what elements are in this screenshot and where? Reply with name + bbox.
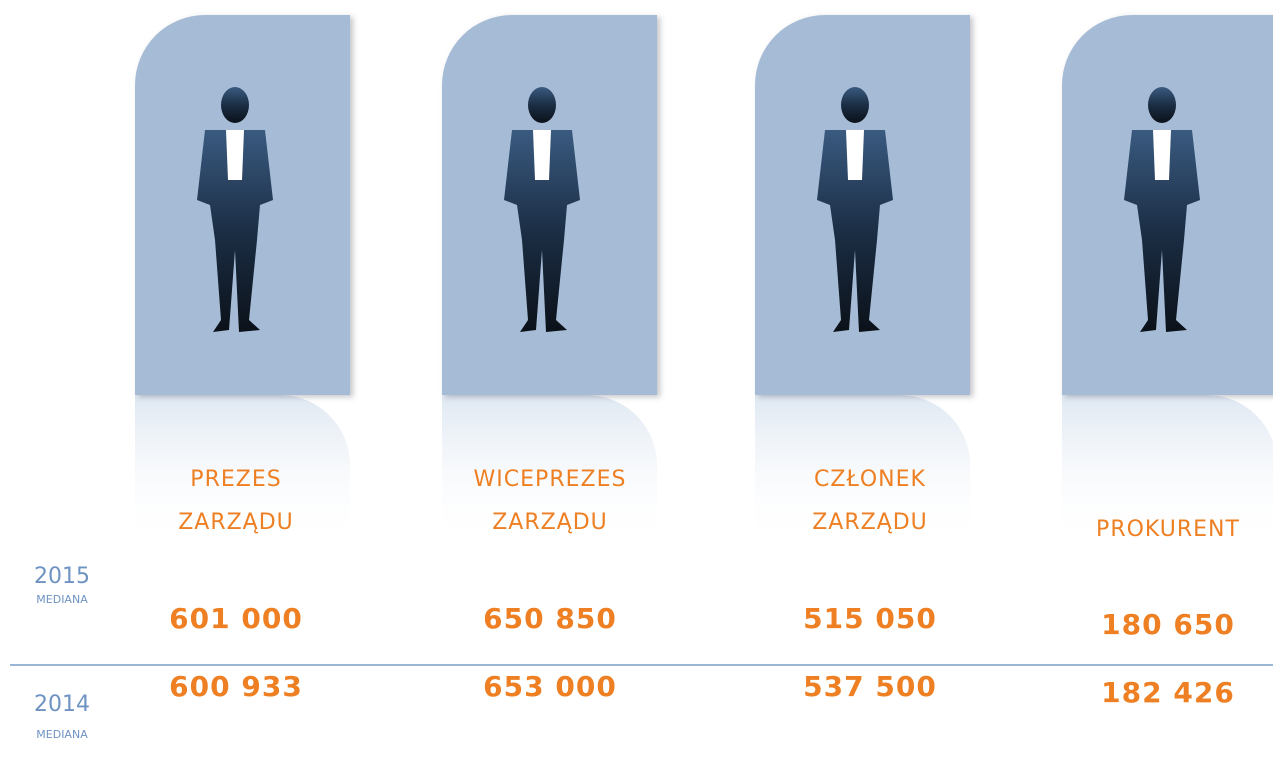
- head: [1148, 87, 1176, 123]
- infographic: PREZES ZARZĄDU WICEPREZES ZARZĄDU CZŁONEK ZAR…: [0, 0, 1273, 759]
- role-label: WICEPREZES: [474, 467, 627, 492]
- shirt: [1153, 130, 1171, 180]
- role-label: ZARZĄDU: [812, 510, 928, 535]
- head: [221, 87, 249, 123]
- year-note: MEDIANA: [36, 593, 88, 606]
- median-value: 182 426: [1101, 676, 1235, 709]
- head: [528, 87, 556, 123]
- median-value: 600 933: [169, 670, 303, 703]
- shirt: [226, 130, 244, 180]
- shirt: [533, 130, 551, 180]
- role-label: PREZES: [190, 467, 281, 492]
- median-value: 601 000: [169, 602, 303, 635]
- median-value: 650 850: [483, 602, 617, 635]
- median-value: 653 000: [483, 670, 617, 703]
- year: 2014: [34, 692, 90, 717]
- median-value: 180 650: [1101, 608, 1235, 641]
- median-value: 515 050: [803, 602, 937, 635]
- shirt: [846, 130, 864, 180]
- role-label: ZARZĄDU: [492, 510, 608, 535]
- role-label: PROKURENT: [1096, 517, 1240, 542]
- role-card: [442, 15, 657, 545]
- role-card: [1062, 15, 1273, 545]
- year-note: MEDIANA: [36, 728, 88, 741]
- year: 2015: [34, 564, 90, 589]
- head: [841, 87, 869, 123]
- median-value: 537 500: [803, 670, 937, 703]
- role-label: CZŁONEK: [814, 467, 926, 492]
- role-card: [755, 15, 970, 545]
- role-label: ZARZĄDU: [178, 510, 294, 535]
- role-card: [135, 15, 350, 545]
